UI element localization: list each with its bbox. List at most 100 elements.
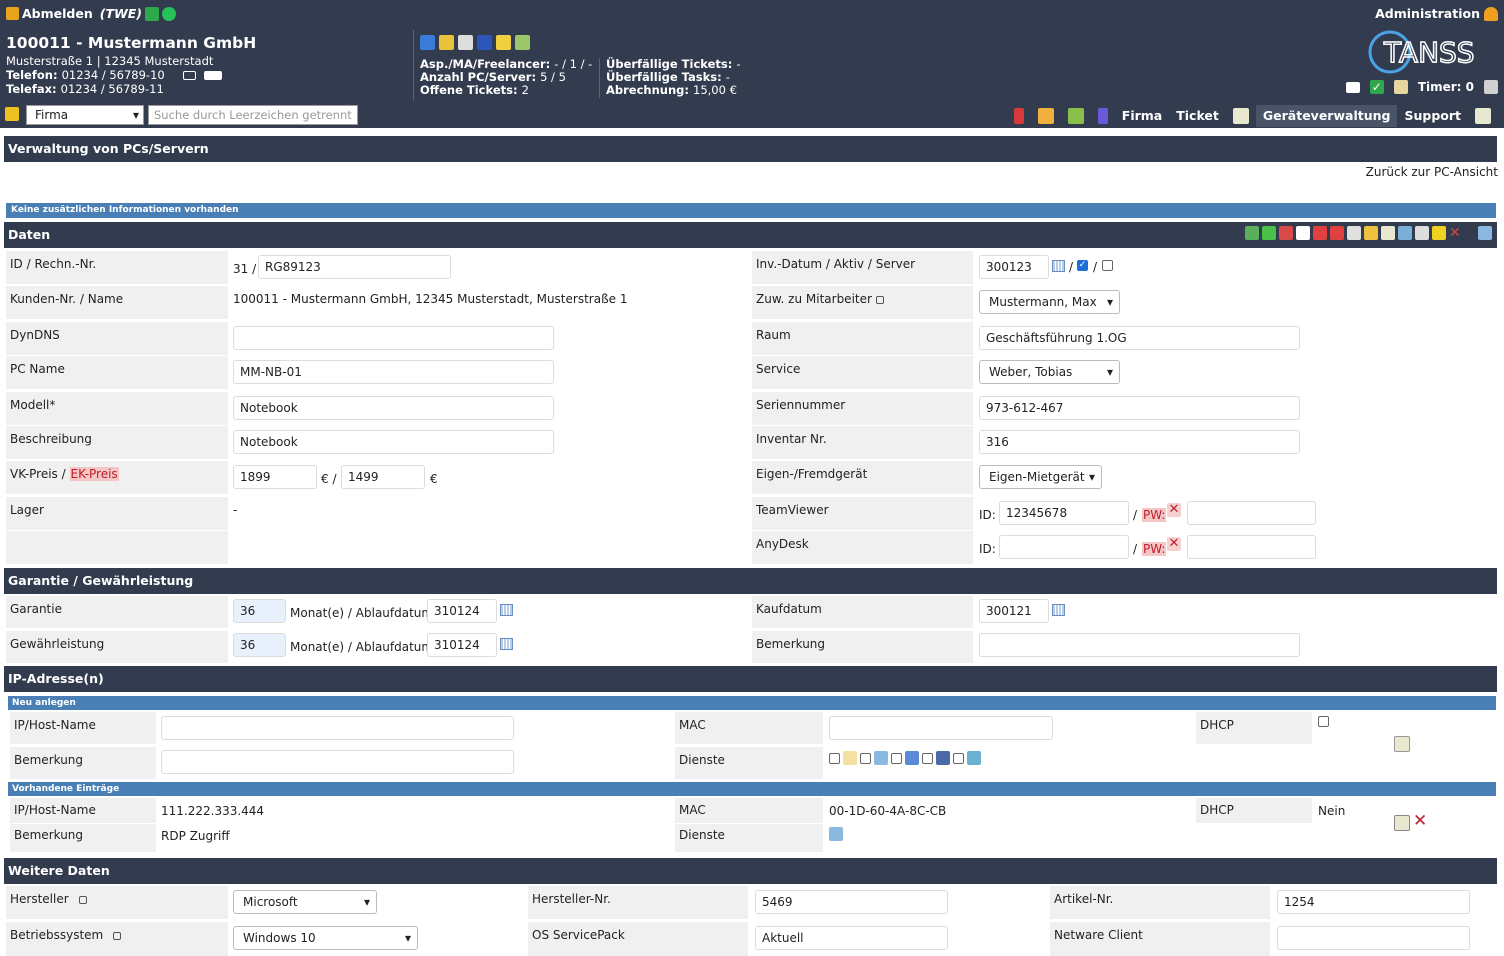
nav-geraeteverwaltung[interactable]: Geräteverwaltung: [1255, 105, 1398, 127]
popup-icon[interactable]: [875, 295, 884, 304]
info-nav-icon[interactable]: [1097, 108, 1108, 124]
image-icon[interactable]: [1415, 226, 1429, 240]
export-icon[interactable]: [1245, 226, 1259, 240]
pcname-input[interactable]: MM-NB-01: [233, 360, 554, 384]
whatsapp-icon[interactable]: [162, 6, 177, 21]
garantie-bemerkung-input[interactable]: [979, 633, 1300, 657]
note-icon[interactable]: [1393, 80, 1408, 94]
back-to-pc-view-link[interactable]: Zurück zur PC-Ansicht: [1365, 165, 1498, 179]
kaufdatum-input[interactable]: 300121: [979, 599, 1049, 623]
popup-icon[interactable]: [78, 895, 87, 904]
ad-pw-hidden-icon[interactable]: ✕: [1167, 536, 1181, 551]
rechn-nr-input[interactable]: RG89123: [258, 255, 451, 279]
clipboard-icon[interactable]: [1232, 108, 1249, 124]
modell-input[interactable]: Notebook: [233, 396, 554, 420]
sp-input[interactable]: Aktuell: [755, 926, 948, 950]
picture-icon[interactable]: [458, 35, 473, 50]
doc-icon[interactable]: [1347, 226, 1361, 240]
service-select[interactable]: Weber, Tobias: [979, 360, 1120, 384]
calendar-icon[interactable]: [1052, 604, 1065, 616]
inventar-input[interactable]: 316: [979, 430, 1300, 454]
pdf2-icon[interactable]: [1330, 226, 1344, 240]
pdf-icon[interactable]: [1313, 226, 1327, 240]
timer-label[interactable]: Timer: 0: [1417, 80, 1474, 94]
gewaehr-months-input[interactable]: 36: [233, 633, 286, 657]
raum-input[interactable]: Geschäftsführung 1.OG: [979, 326, 1300, 350]
chat-icon[interactable]: [1345, 81, 1360, 93]
favorite-star-icon[interactable]: [5, 107, 19, 121]
save-entry-icon[interactable]: [1394, 736, 1410, 752]
delete-icon[interactable]: ✕: [1449, 225, 1461, 241]
admin-link[interactable]: Administration: [1375, 6, 1480, 21]
vk-preis-input[interactable]: 1899: [233, 465, 317, 489]
edit-entry-icon[interactable]: [1394, 815, 1410, 831]
os-select[interactable]: Windows 10: [233, 926, 418, 950]
info-icon[interactable]: [477, 35, 492, 50]
add-icon[interactable]: [1484, 80, 1498, 94]
artikel-input[interactable]: 1254: [1277, 890, 1470, 914]
herstnr-input[interactable]: 5469: [755, 890, 948, 914]
logout-link[interactable]: Abmelden: [22, 6, 93, 21]
zuw-select[interactable]: Mustermann, Max: [979, 290, 1120, 314]
key-icon[interactable]: [515, 35, 530, 50]
pen-icon[interactable]: [439, 35, 454, 50]
host-input[interactable]: [161, 716, 514, 740]
nav-support[interactable]: Support: [1404, 108, 1461, 123]
dienst-web-checkbox[interactable]: [891, 752, 902, 764]
folder-icon[interactable]: [1364, 226, 1378, 240]
invdatum-input[interactable]: 300123: [979, 255, 1049, 279]
seriennummer-input[interactable]: 973-612-467: [979, 396, 1300, 420]
mail-icon[interactable]: [182, 71, 196, 80]
mac-input[interactable]: [829, 716, 1053, 740]
calendar-icon[interactable]: [500, 604, 513, 616]
anydesk-pw-input[interactable]: [1187, 535, 1316, 559]
chart-icon[interactable]: [1279, 226, 1293, 240]
firma-select[interactable]: Firma ▾: [26, 105, 144, 125]
phone-icon[interactable]: [420, 35, 435, 50]
garantie-date-input[interactable]: 310124: [427, 599, 497, 623]
group-icon[interactable]: [1067, 108, 1084, 124]
dienst-vnc-checkbox[interactable]: [829, 752, 840, 764]
netware-input[interactable]: [1277, 926, 1470, 950]
clipboard-add-icon[interactable]: [1475, 108, 1491, 124]
calendar-icon[interactable]: [1052, 260, 1065, 272]
list-icon[interactable]: [1381, 226, 1395, 240]
ip-bemerkung-input[interactable]: [161, 750, 514, 774]
dienst-ftp-checkbox[interactable]: [953, 752, 964, 764]
pin-icon[interactable]: [1013, 108, 1024, 124]
popup-icon[interactable]: [113, 931, 122, 940]
aktiv-checkbox[interactable]: ✓: [1077, 260, 1088, 271]
delete-entry-icon[interactable]: ✕: [1413, 811, 1428, 831]
anydesk-id-input[interactable]: [999, 535, 1129, 559]
user-icon[interactable]: [1484, 6, 1498, 21]
teamviewer-pw-input[interactable]: [1187, 501, 1316, 525]
gewaehr-date-input[interactable]: 310124: [427, 633, 497, 657]
qr-icon[interactable]: [1296, 226, 1310, 240]
garantie-months-input[interactable]: 36: [233, 599, 286, 623]
refresh-icon[interactable]: [1478, 226, 1492, 240]
ek-preis-input[interactable]: 1499: [341, 465, 425, 489]
search-input[interactable]: Suche durch Leerzeichen getrennt: [148, 105, 358, 125]
dienst-ssh-checkbox[interactable]: [922, 752, 933, 764]
house-icon[interactable]: [1037, 108, 1054, 124]
beschreibung-input[interactable]: Notebook: [233, 430, 554, 454]
hersteller-select[interactable]: Microsoft: [233, 890, 377, 914]
network-icon[interactable]: [1398, 226, 1412, 240]
nav-firma[interactable]: Firma: [1121, 108, 1163, 123]
dhcp-checkbox[interactable]: [1318, 716, 1329, 727]
home-icon[interactable]: [145, 6, 160, 21]
arrow-icon[interactable]: [1262, 226, 1276, 240]
dienst-rdp-checkbox[interactable]: [860, 752, 871, 764]
star-icon[interactable]: [496, 35, 511, 50]
http-icon[interactable]: [203, 71, 222, 80]
tv-pw-hidden-icon[interactable]: ✕: [1167, 502, 1181, 517]
nav-ticket[interactable]: Ticket: [1176, 108, 1219, 123]
server-checkbox[interactable]: [1102, 260, 1113, 271]
teamviewer-id-input[interactable]: 12345678: [999, 501, 1129, 525]
dyndns-input[interactable]: [233, 326, 554, 350]
customer-title[interactable]: 100011 - Mustermann GmbH: [6, 34, 257, 52]
calendar-icon[interactable]: [500, 638, 513, 650]
checklist-icon[interactable]: [1432, 226, 1446, 240]
check-icon[interactable]: ✓: [1369, 80, 1384, 94]
eigen-select[interactable]: Eigen-Mietgerät: [979, 465, 1102, 489]
